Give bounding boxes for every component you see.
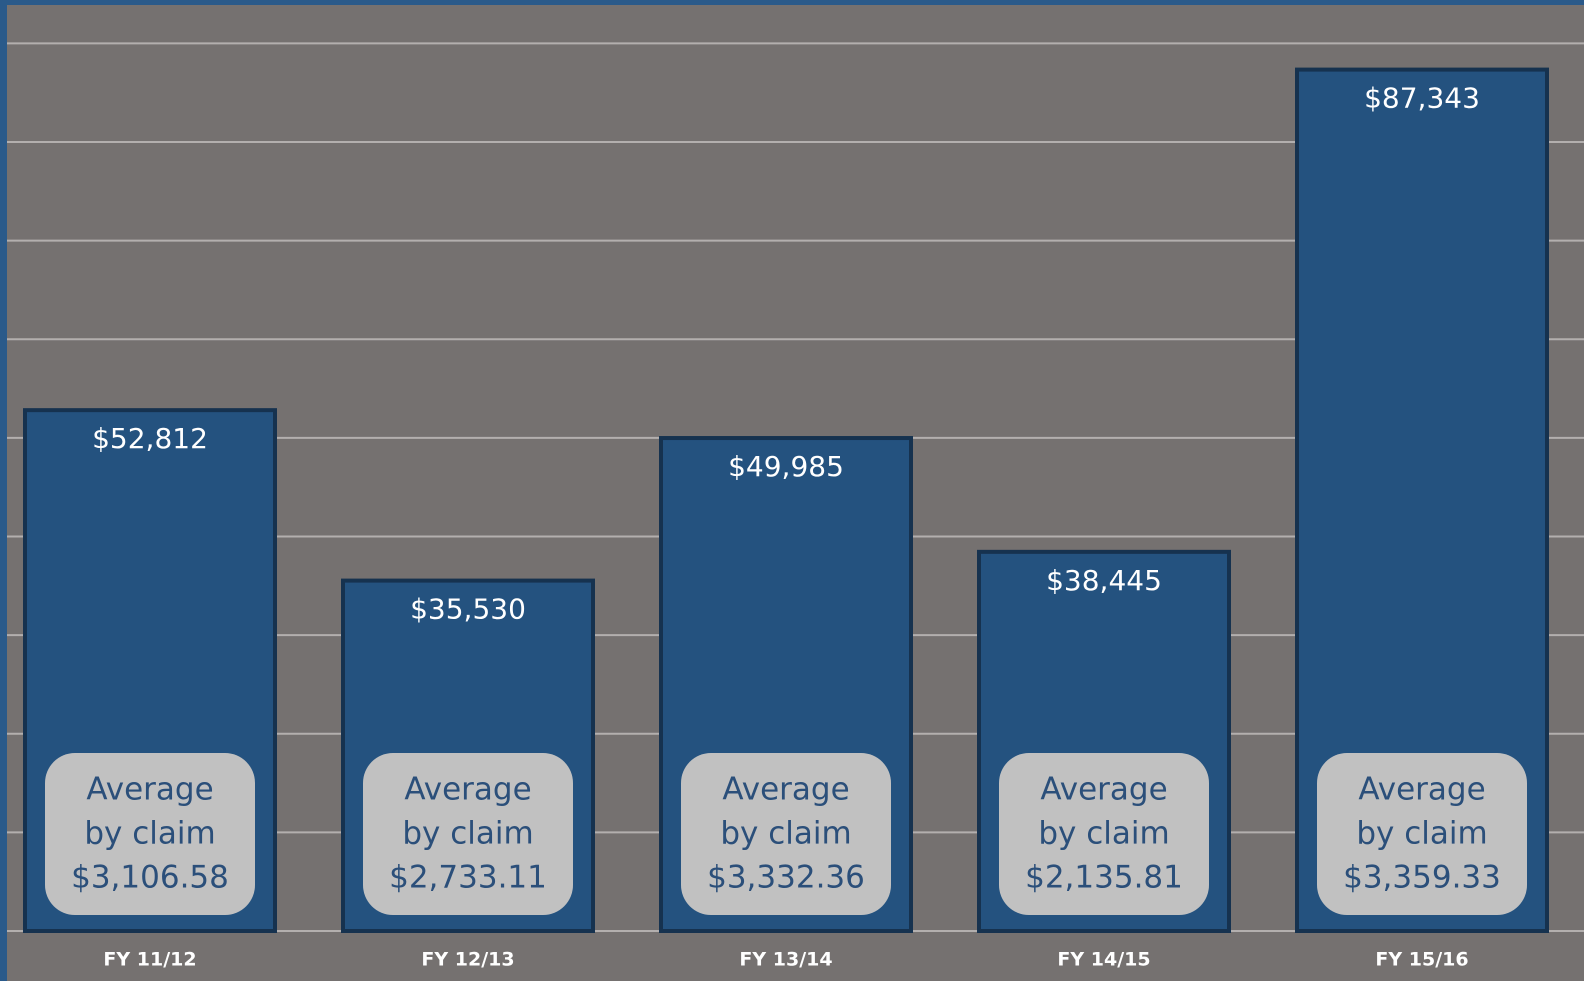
x-tick-label: FY 13/14 <box>739 949 832 971</box>
average-label: Average <box>86 772 213 808</box>
average-value: $3,359.33 <box>1343 860 1501 896</box>
left-border <box>0 0 7 981</box>
average-label: by claim <box>1356 816 1487 852</box>
average-label: Average <box>722 772 849 808</box>
average-value: $3,106.58 <box>71 860 229 896</box>
average-box <box>681 753 891 915</box>
average-label: Average <box>1358 772 1485 808</box>
average-label: by claim <box>1038 816 1169 852</box>
average-box <box>363 753 573 915</box>
average-label: by claim <box>84 816 215 852</box>
x-tick-label: FY 14/15 <box>1057 949 1150 971</box>
x-tick-label: FY 15/16 <box>1375 949 1468 971</box>
top-border <box>0 0 1584 5</box>
average-label: Average <box>1040 772 1167 808</box>
bars: $52,812 Average by claim $3,106.58 $35,530 Av… <box>23 67 1549 934</box>
average-value: $2,733.11 <box>389 860 547 896</box>
value-label: $38,445 <box>1046 564 1162 597</box>
x-tick-label: FY 11/12 <box>103 949 196 971</box>
average-label: by claim <box>402 816 533 852</box>
value-label: $49,985 <box>728 450 844 483</box>
value-label: $35,530 <box>410 593 526 626</box>
average-label: Average <box>404 772 531 808</box>
value-label: $87,343 <box>1364 82 1480 115</box>
value-label: $52,812 <box>92 422 208 455</box>
average-label: by claim <box>720 816 851 852</box>
average-value: $3,332.36 <box>707 860 865 896</box>
average-box <box>1317 753 1527 915</box>
average-value: $2,135.81 <box>1025 860 1183 896</box>
x-tick-label: FY 12/13 <box>421 949 514 971</box>
average-box <box>45 753 255 915</box>
average-box <box>999 753 1209 915</box>
